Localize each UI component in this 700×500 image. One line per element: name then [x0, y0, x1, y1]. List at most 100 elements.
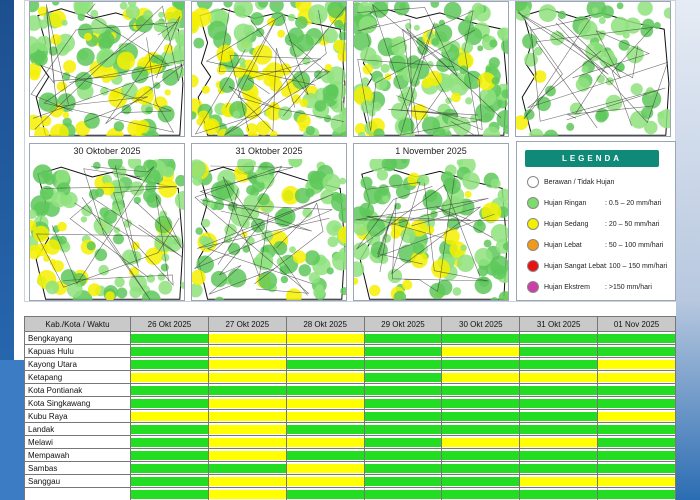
forecast-cell — [207, 474, 287, 488]
rain-patch — [52, 260, 64, 272]
rain-patch — [431, 38, 440, 46]
rain-patch — [195, 227, 203, 235]
rain-patch — [210, 270, 228, 288]
rain-patch — [162, 69, 179, 86]
rain-patch — [413, 24, 420, 31]
legend-item: Hujan Lebat: 50 – 100 mm/hari — [527, 239, 663, 253]
rain-patch — [133, 196, 141, 204]
district-boundary — [81, 168, 151, 300]
rain-patch — [158, 11, 165, 18]
district-boundary — [194, 6, 346, 135]
rain-patch — [136, 119, 150, 134]
rain-patch — [266, 175, 275, 184]
rain-patch — [216, 65, 227, 75]
forecast-cell — [363, 357, 443, 371]
rain-patch — [61, 19, 68, 26]
light-rain-mark — [442, 463, 520, 473]
moderate-rain-mark — [598, 476, 675, 486]
rain-patch — [663, 7, 670, 19]
rain-patch — [339, 177, 346, 185]
district-boundary — [199, 165, 312, 232]
rain-patch — [192, 159, 206, 179]
rain-patch — [498, 291, 508, 300]
district-boundary — [205, 14, 316, 96]
rain-patch — [269, 101, 280, 112]
column-header-date: 31 Okt 2025 — [519, 316, 599, 332]
rain-patch — [292, 250, 307, 264]
legend-range: : 50 – 100 mm/hari — [605, 242, 664, 249]
forecast-cell — [130, 422, 209, 436]
rain-patch — [456, 254, 475, 273]
rain-patch — [163, 166, 174, 178]
moderate-rain-mark — [520, 372, 598, 382]
forecast-cell — [363, 331, 443, 345]
forecast-cell — [441, 331, 521, 345]
forecast-cell — [207, 396, 287, 410]
light-rain-mark — [598, 437, 675, 447]
rain-patch — [45, 280, 60, 295]
moderate-rain-mark — [598, 372, 675, 382]
rain-patch — [336, 196, 344, 204]
moderate-rain-mark — [598, 359, 675, 369]
region-name: Kota Singkawang — [24, 396, 131, 410]
light-rain-mark — [520, 359, 598, 369]
rain-patch — [354, 31, 372, 51]
light-rain-mark — [131, 476, 208, 486]
rain-patch — [173, 2, 184, 10]
forecast-cell — [285, 435, 365, 449]
forecast-cell — [597, 435, 676, 449]
rain-patch — [461, 41, 473, 54]
rain-map-6: 31 Oktober 2025 — [191, 143, 347, 301]
table-row: Landak — [24, 422, 676, 436]
rain-patch — [118, 43, 126, 51]
light-rain-mark — [286, 424, 364, 434]
rain-patch — [436, 58, 451, 72]
rain-patch — [490, 297, 499, 300]
column-header-date: 01 Nov 2025 — [597, 316, 676, 332]
forecast-cell — [207, 435, 287, 449]
forecast-cell — [207, 448, 287, 462]
forecast-cell — [207, 383, 287, 397]
light-rain-mark — [364, 489, 442, 499]
district-boundary — [34, 5, 184, 130]
forecast-cell — [285, 370, 365, 384]
forecast-cell — [363, 448, 443, 462]
rain-patch — [62, 111, 70, 119]
district-boundary — [69, 198, 183, 278]
rain-patch — [326, 267, 334, 275]
rain-patch — [123, 219, 132, 228]
district-boundary — [208, 221, 275, 295]
district-boundary — [557, 18, 650, 79]
region-name: Sambas — [24, 461, 131, 475]
district-boundary — [366, 207, 493, 239]
rain-patch — [292, 71, 311, 90]
rain-patch — [524, 109, 535, 120]
rain-patch — [250, 12, 264, 26]
map-date-title: 31 Oktober 2025 — [192, 144, 346, 159]
rain-patch — [198, 110, 210, 122]
rain-patch — [87, 283, 101, 297]
legend-title: LEGENDA — [525, 150, 659, 167]
moderate-rain-mark — [208, 372, 286, 382]
light-rain-mark — [442, 450, 520, 460]
light-rain-mark — [442, 476, 520, 486]
rain-patch — [430, 210, 438, 218]
rain-patch — [77, 13, 85, 21]
forecast-cell — [441, 383, 521, 397]
forecast-cell — [597, 448, 676, 462]
rain-patch — [496, 109, 508, 128]
rain-patch — [105, 291, 115, 300]
table-row: Kota Singkawang — [24, 396, 676, 410]
forecast-cell — [130, 344, 209, 358]
light-rain-mark — [520, 398, 598, 408]
rain-patch — [624, 17, 641, 34]
rain-patch — [516, 2, 528, 12]
rain-patch — [440, 171, 454, 185]
rain-patch — [376, 169, 388, 181]
district-boundary — [388, 28, 502, 119]
rain-patch — [503, 125, 508, 135]
rain-patch — [334, 19, 343, 29]
rain-patch — [101, 182, 115, 196]
rain-patch — [373, 128, 385, 136]
light-rain-mark — [598, 489, 675, 499]
